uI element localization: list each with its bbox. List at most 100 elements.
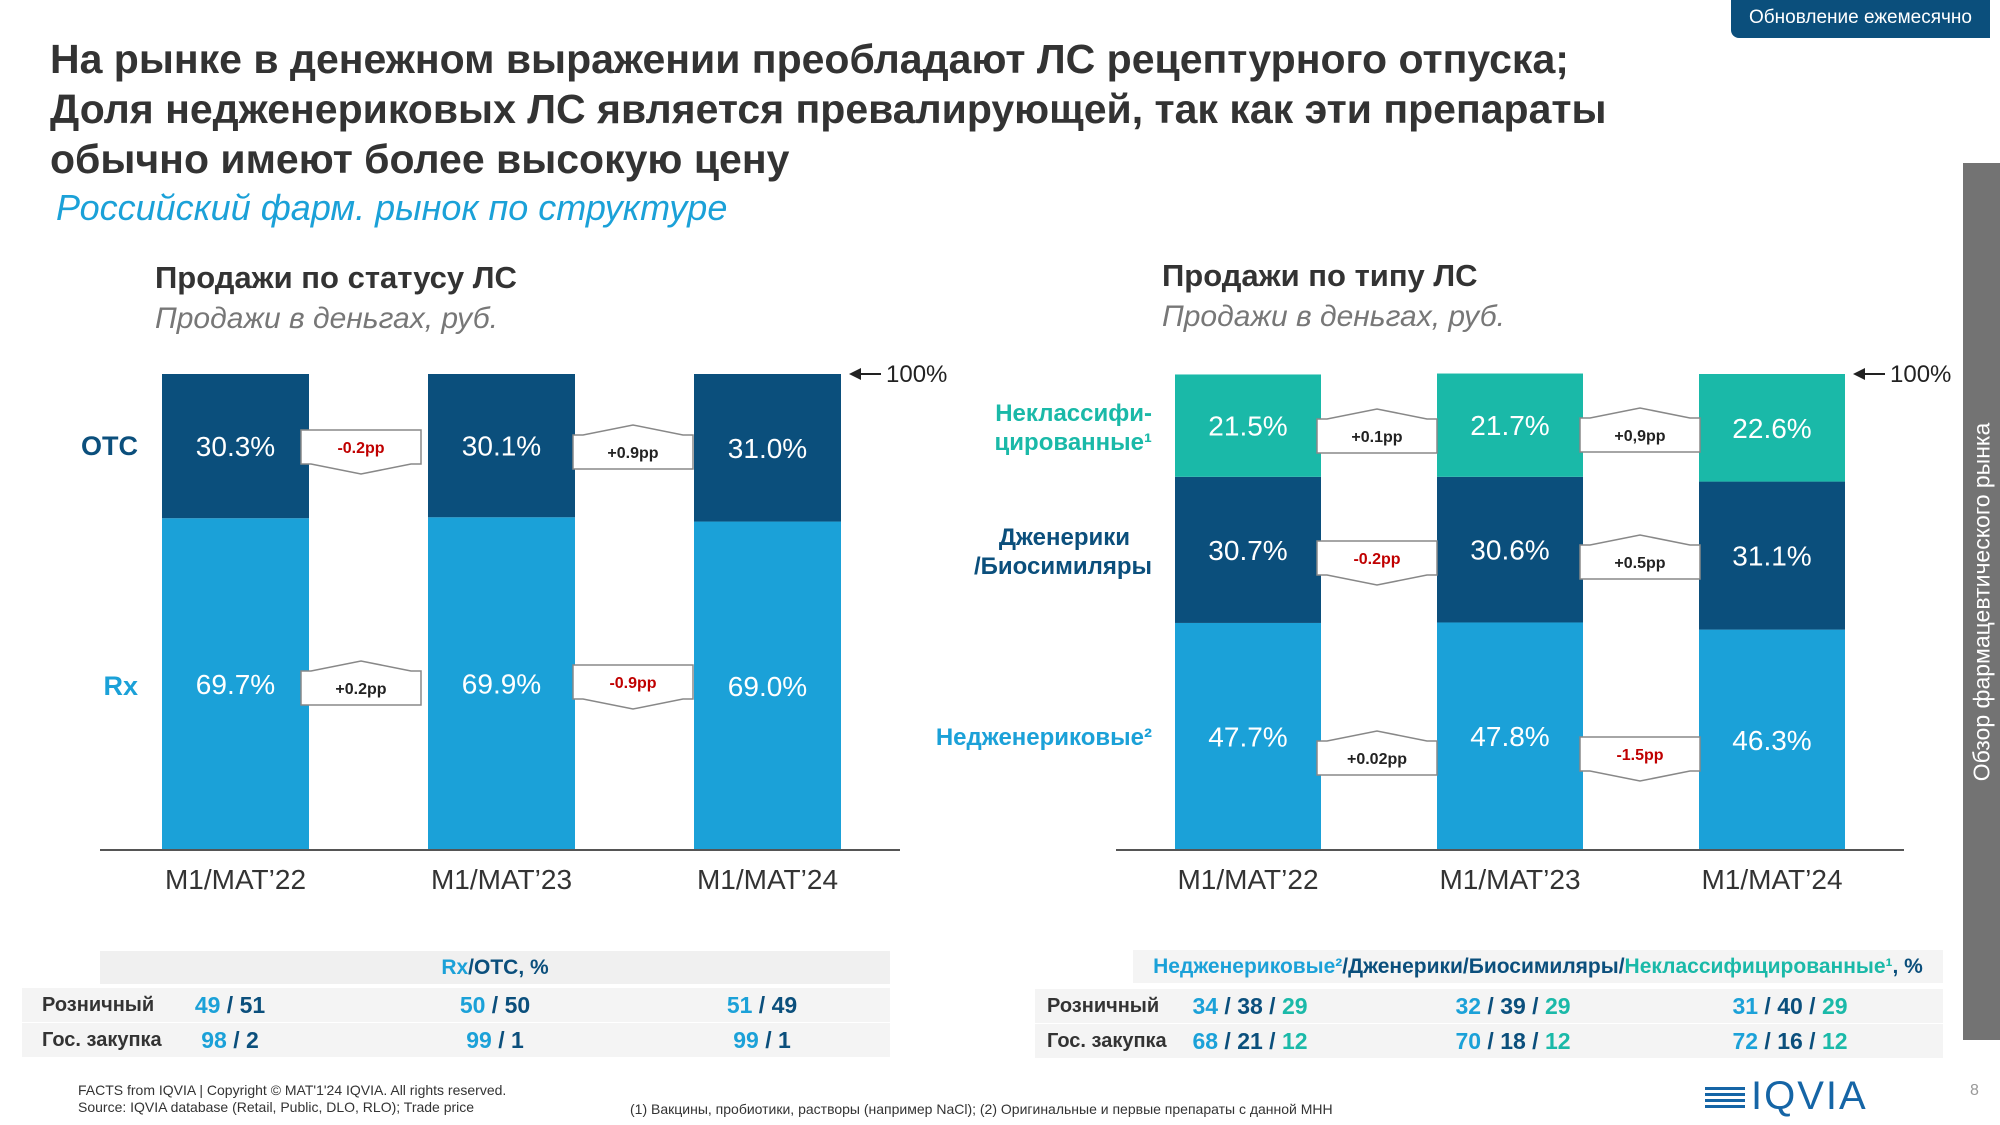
title-line-1: На рынке в денежном выражении преобладаю… bbox=[50, 36, 1569, 82]
change-generic-1-arrow-icon bbox=[1316, 540, 1438, 586]
series-label-generic-1: Дженерики bbox=[999, 524, 1130, 551]
bar-label-1-0-1: 47.8% bbox=[1470, 721, 1549, 752]
cell-value: 29 bbox=[1821, 993, 1848, 1019]
table-cell: 70 / 18 / 12 bbox=[1455, 1024, 1570, 1058]
cell-value: 29 bbox=[1281, 993, 1308, 1019]
table-cell: 98 / 2 bbox=[201, 1023, 259, 1057]
change-unclassified-1-arrow-icon bbox=[1316, 408, 1438, 454]
footer-note: (1) Вакцины, пробиотики, растворы (напри… bbox=[630, 1101, 1333, 1117]
bar-0-1-2 bbox=[694, 374, 841, 522]
bar-1-0-1 bbox=[1437, 622, 1583, 850]
change-generic-1-label: -0.2pp bbox=[1353, 551, 1400, 568]
bar-1-0-2 bbox=[1699, 629, 1845, 850]
row-label: Гос. закупка bbox=[1047, 1029, 1167, 1052]
table-row: Гос. закупка 98 / 2 99 / 1 99 / 1 bbox=[22, 1023, 890, 1057]
cell-value: 68 bbox=[1192, 1028, 1219, 1054]
bar-label-0-1-2: 31.0% bbox=[728, 433, 807, 464]
change-unclassified-2-label: +0,9pp bbox=[1614, 428, 1665, 445]
header-rx: Rx bbox=[441, 955, 469, 979]
cell-separator: / bbox=[1802, 993, 1822, 1019]
table-cell: 99 / 1 bbox=[733, 1023, 791, 1057]
left-table-header: Rx / OTC, % bbox=[100, 951, 890, 984]
table-cell: 34 / 38 / 29 bbox=[1192, 989, 1307, 1023]
change-rx-2-label: -0.9pp bbox=[609, 675, 656, 692]
x-tick-1-0: M1/MAT’22 bbox=[1177, 864, 1318, 895]
bar-0-1-1 bbox=[428, 374, 575, 518]
change-unclassified-2-arrow-icon bbox=[1579, 407, 1701, 453]
series-label-unclassified-2: цированные¹ bbox=[995, 429, 1152, 456]
cell-value: 12 bbox=[1544, 1028, 1571, 1054]
x-tick-0-0: M1/MAT’22 bbox=[165, 864, 306, 895]
left-chart-subtitle: Продажи в деньгах, руб. bbox=[155, 302, 498, 335]
change-generic-2-arrow-icon bbox=[1579, 534, 1701, 580]
table-cell: 72 / 16 / 12 bbox=[1732, 1024, 1847, 1058]
right-table-header: Недженериковые² / Дженерики/Биосимиляры … bbox=[1133, 950, 1943, 983]
bar-label-1-2-2: 22.6% bbox=[1732, 413, 1811, 444]
cell-value: 39 bbox=[1500, 993, 1526, 1019]
cell-value: 51 bbox=[239, 992, 266, 1018]
change-rx-2-arrow-icon bbox=[572, 664, 694, 710]
side-tab[interactable]: Обзор фармацевтического рынка bbox=[1963, 163, 2000, 1040]
change-nongeneric-1-arrow-icon bbox=[1316, 730, 1438, 776]
bar-1-2-2 bbox=[1699, 374, 1845, 482]
bar-label-1-2-0: 21.5% bbox=[1208, 411, 1287, 442]
bar-label-0-0-0: 69.7% bbox=[196, 669, 275, 700]
change-otc-2-arrow-icon bbox=[572, 424, 694, 470]
footer-copyright: FACTS from IQVIA | Copyright © MAT'1'24 … bbox=[78, 1082, 507, 1098]
cell-separator: / bbox=[226, 1027, 246, 1053]
cell-separator: / bbox=[1262, 993, 1282, 1019]
change-nongeneric-2-label: -1.5pp bbox=[1616, 747, 1663, 764]
row-label: Гос. закупка bbox=[42, 1028, 162, 1051]
cell-separator: / bbox=[1481, 1028, 1501, 1054]
cell-value: 29 bbox=[1544, 993, 1571, 1019]
x-tick-1-1: M1/MAT’23 bbox=[1439, 864, 1580, 895]
cell-value: 32 bbox=[1455, 993, 1482, 1019]
iqvia-logo: IQVIA bbox=[1705, 1074, 1868, 1119]
footer-source: FACTS from IQVIA | Copyright © MAT'1'24 … bbox=[78, 1082, 506, 1116]
bar-1-1-1 bbox=[1437, 476, 1583, 623]
cell-value: 16 bbox=[1777, 1028, 1803, 1054]
cell-value: 1 bbox=[777, 1027, 791, 1053]
title-line-3: обычно имеют более высокую цену bbox=[50, 136, 790, 182]
bar-0-0-0 bbox=[162, 518, 309, 850]
x-tick-0-1: M1/MAT’23 bbox=[431, 864, 572, 895]
change-rx-1-label: +0.2pp bbox=[335, 681, 386, 698]
cell-value: 49 bbox=[771, 992, 798, 1018]
table-cell: 68 / 21 / 12 bbox=[1192, 1024, 1307, 1058]
bar-1-0-0 bbox=[1175, 622, 1321, 850]
cell-value: 2 bbox=[245, 1027, 259, 1053]
change-otc-1-arrow-icon bbox=[300, 429, 422, 475]
row-label: Розничный bbox=[42, 993, 155, 1016]
change-otc-2-label: +0.9pp bbox=[607, 445, 658, 462]
cell-value: 49 bbox=[194, 992, 221, 1018]
bar-label-0-0-1: 69.9% bbox=[462, 669, 541, 700]
series-label-otc: OTC bbox=[81, 431, 138, 461]
bar-label-0-0-2: 69.0% bbox=[728, 671, 807, 702]
table-cell: 50 / 50 bbox=[460, 988, 530, 1022]
update-badge: Обновление ежемесячно bbox=[1731, 0, 1990, 38]
cell-value: 34 bbox=[1192, 993, 1219, 1019]
right-chart-subtitle: Продажи в деньгах, руб. bbox=[1162, 300, 1505, 333]
table-cell: 31 / 40 / 29 bbox=[1732, 989, 1847, 1023]
cell-value: 38 bbox=[1237, 993, 1263, 1019]
table-cell: 32 / 39 / 29 bbox=[1455, 989, 1570, 1023]
cell-separator: / bbox=[1218, 1028, 1238, 1054]
cell-value: 21 bbox=[1237, 1028, 1263, 1054]
total-arrow-icon-1 bbox=[1853, 368, 1865, 380]
bar-label-1-0-0: 47.7% bbox=[1208, 721, 1287, 752]
title-line-2: Доля недженериковых ЛС является превалир… bbox=[50, 86, 1607, 132]
total-arrow-icon-0 bbox=[849, 368, 861, 380]
bar-label-0-1-0: 30.3% bbox=[196, 431, 275, 462]
bar-label-0-1-1: 30.1% bbox=[462, 431, 541, 462]
change-nongeneric-2-arrow-icon bbox=[1579, 736, 1701, 782]
cell-separator: / bbox=[752, 992, 772, 1018]
cell-value: 31 bbox=[1732, 993, 1759, 1019]
cell-value: 99 bbox=[466, 1027, 492, 1053]
logo-lines-icon bbox=[1705, 1087, 1745, 1110]
bar-label-1-1-2: 31.1% bbox=[1732, 541, 1811, 572]
row-label: Розничный bbox=[1047, 994, 1160, 1017]
header-nongeneric: Недженериковые² bbox=[1153, 954, 1343, 978]
change-nongeneric-1-label: +0.02pp bbox=[1347, 751, 1407, 768]
cell-separator: / bbox=[1758, 1028, 1778, 1054]
cell-value: 12 bbox=[1281, 1028, 1308, 1054]
